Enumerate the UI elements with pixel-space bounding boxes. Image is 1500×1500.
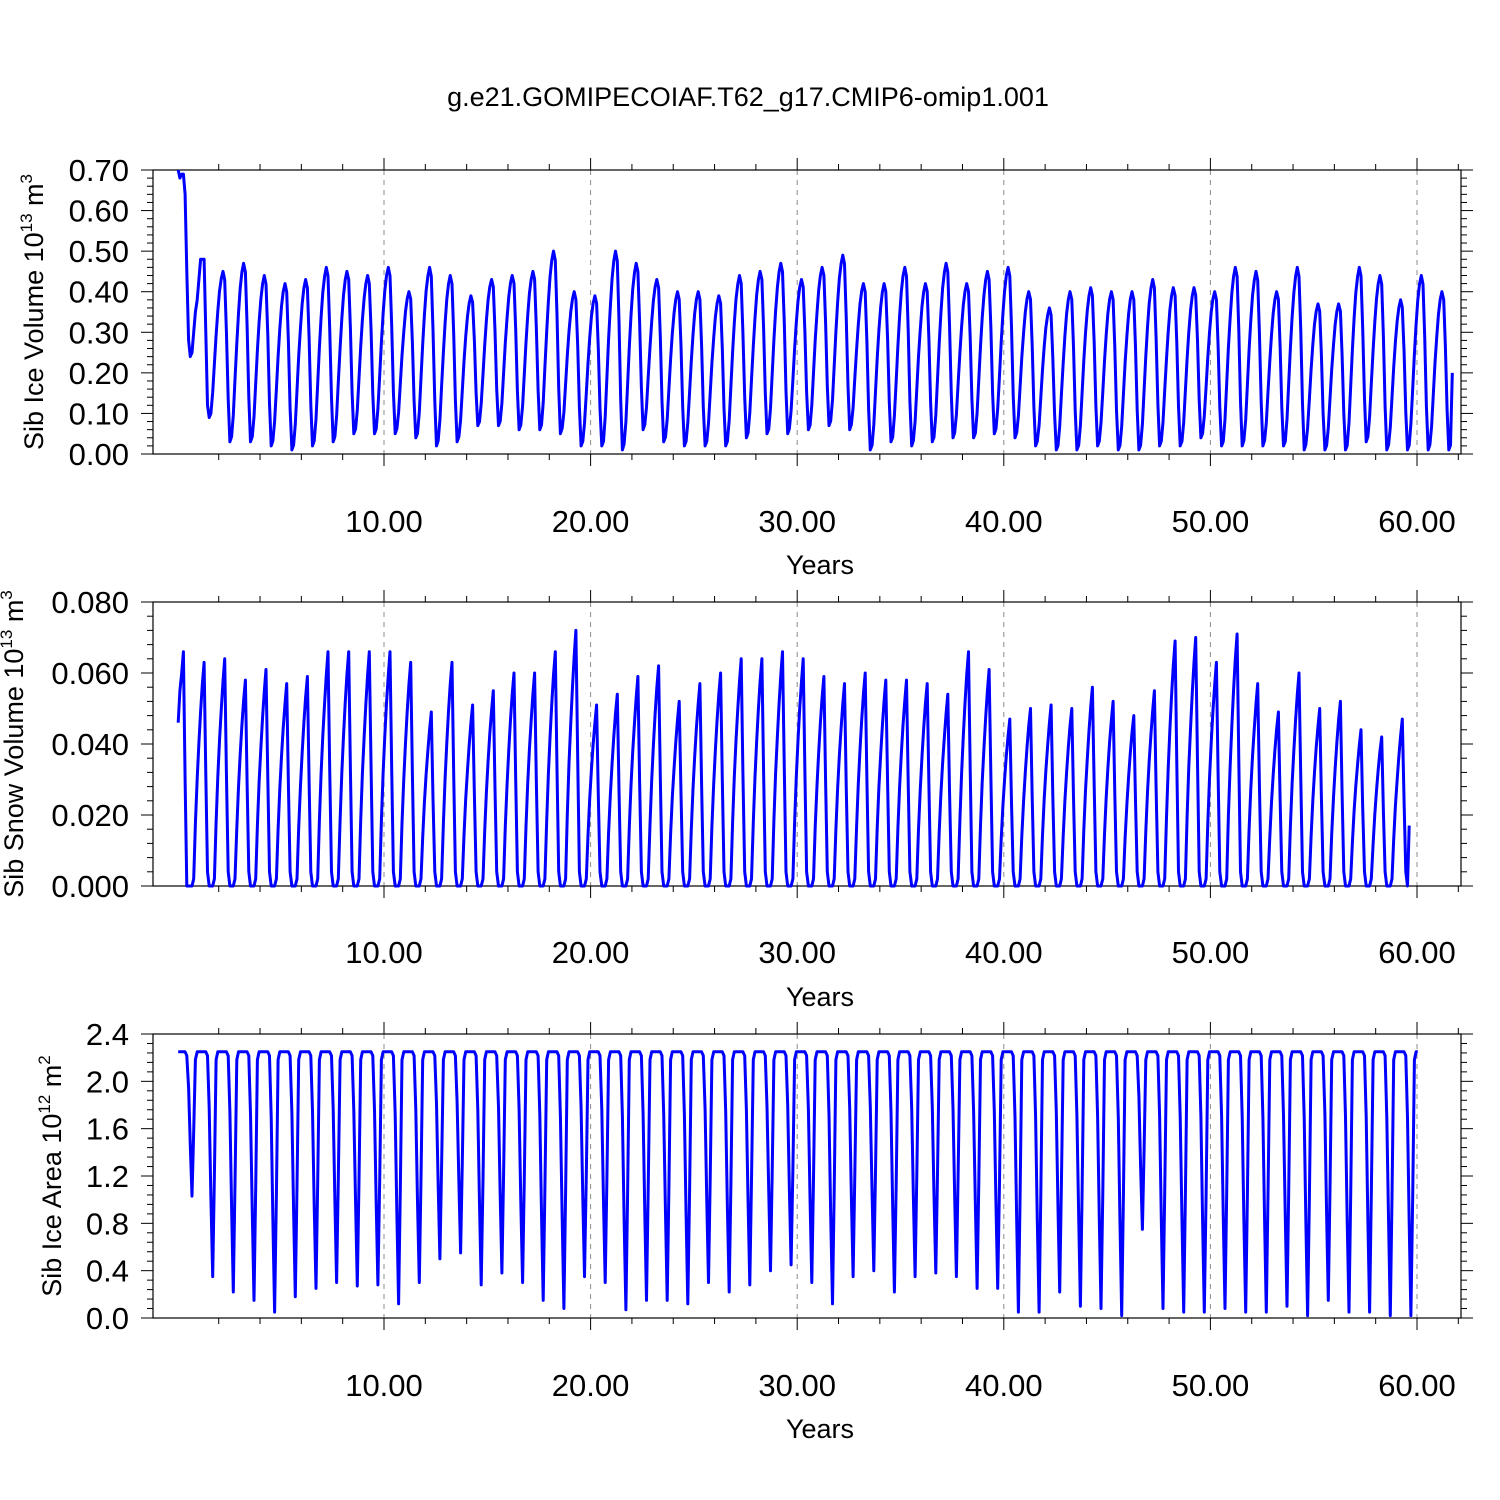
y-tick-label: 2.4 bbox=[86, 1017, 129, 1052]
y-tick-label: 0.020 bbox=[51, 798, 129, 833]
x-tick-label: 60.00 bbox=[1378, 504, 1456, 539]
x-tick-label: 20.00 bbox=[552, 1368, 630, 1403]
y-tick-label: 0.060 bbox=[51, 656, 129, 691]
x-axis-title: Years bbox=[786, 550, 854, 580]
x-axis-title: Years bbox=[786, 1414, 854, 1444]
y-tick-label: 0.00 bbox=[69, 437, 129, 472]
y-tick-label: 0.70 bbox=[69, 153, 129, 188]
y-tick-label: 1.6 bbox=[86, 1112, 129, 1147]
y-tick-label: 0.040 bbox=[51, 727, 129, 762]
series-line-ice-area bbox=[178, 1050, 1418, 1318]
y-axis-title: Sib Snow Volume 1013 m3 bbox=[0, 590, 29, 898]
x-tick-label: 10.00 bbox=[345, 504, 423, 539]
plot-frame bbox=[152, 169, 1462, 455]
figure-title: g.e21.GOMIPECOIAF.T62_g17.CMIP6-omip1.00… bbox=[447, 82, 1049, 112]
y-tick-label: 0.30 bbox=[69, 315, 129, 350]
y-axis-title: Sib Ice Area 1012 m2 bbox=[35, 1055, 67, 1297]
y-tick-label: 0.10 bbox=[69, 396, 129, 431]
series-line-snow-volume bbox=[176, 628, 1411, 888]
x-axis-title: Years bbox=[786, 982, 854, 1012]
y-tick-label: 0.40 bbox=[69, 275, 129, 310]
series-line-ice-volume bbox=[176, 169, 1454, 452]
y-tick-label: 0.50 bbox=[69, 234, 129, 269]
ice-volume-panel: 0.00 0.10 0.20 0.30 0.40 0.50 0.60 0.70 10.00 20.… bbox=[17, 153, 1473, 580]
x-tick-label: 60.00 bbox=[1378, 935, 1456, 970]
x-tick-label: 50.00 bbox=[1172, 935, 1250, 970]
y-tick-label: 0.4 bbox=[86, 1254, 129, 1289]
x-tick-label: 30.00 bbox=[758, 935, 836, 970]
y-tick-label: 0.60 bbox=[69, 194, 129, 229]
x-tick-label: 10.00 bbox=[345, 935, 423, 970]
y-axis-title: Sib Ice Volume 1013 m3 bbox=[17, 174, 49, 450]
x-tick-label: 30.00 bbox=[758, 1368, 836, 1403]
x-tick-label: 50.00 bbox=[1172, 1368, 1250, 1403]
x-tick-label: 60.00 bbox=[1378, 1368, 1456, 1403]
x-tick-label: 30.00 bbox=[758, 504, 836, 539]
y-tick-label: 0.8 bbox=[86, 1206, 129, 1241]
snow-volume-panel: 0.000 0.020 0.040 0.060 0.080 10.00 20.00 30.00… bbox=[0, 585, 1473, 1012]
y-tick-label: 2.0 bbox=[86, 1064, 129, 1099]
y-tick-label: 0.20 bbox=[69, 356, 129, 391]
y-tick-label: 0.000 bbox=[51, 869, 129, 904]
x-tick-label: 40.00 bbox=[965, 504, 1043, 539]
x-tick-label: 20.00 bbox=[552, 935, 630, 970]
y-tick-label: 0.080 bbox=[51, 585, 129, 620]
y-tick-label: 1.2 bbox=[86, 1159, 129, 1194]
x-tick-label: 40.00 bbox=[965, 1368, 1043, 1403]
ice-area-panel: 0.0 0.4 0.8 1.2 1.6 2.0 2.4 10.00 20.00 30.00 40.0… bbox=[35, 1017, 1473, 1444]
x-tick-label: 40.00 bbox=[965, 935, 1043, 970]
x-tick-label: 10.00 bbox=[345, 1368, 423, 1403]
x-tick-label: 20.00 bbox=[552, 504, 630, 539]
x-tick-label: 50.00 bbox=[1172, 504, 1250, 539]
y-tick-label: 0.0 bbox=[86, 1301, 129, 1336]
